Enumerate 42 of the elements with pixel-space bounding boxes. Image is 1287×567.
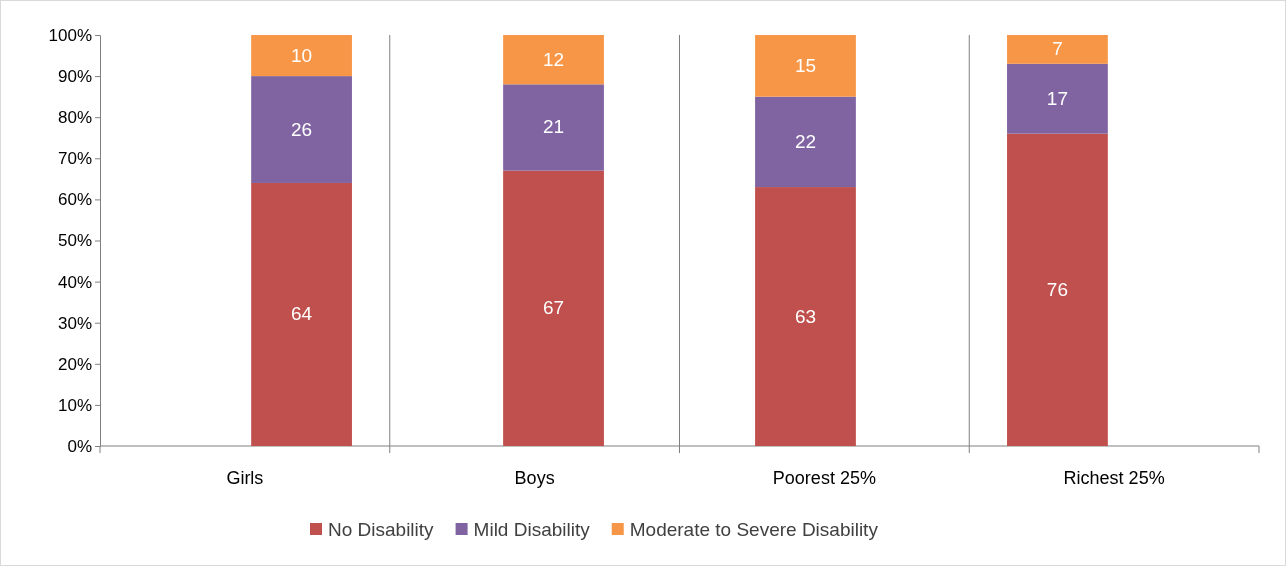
data-label: 63	[794, 305, 817, 327]
y-tick-label: 0%	[67, 436, 92, 456]
data-label: 17	[1046, 87, 1069, 109]
bar	[503, 35, 604, 85]
y-tick-label: 80%	[57, 108, 92, 128]
data-label: 15	[794, 54, 817, 76]
y-tick-label: 50%	[57, 231, 92, 251]
y-tick-label: 20%	[57, 354, 92, 374]
data-label: 64	[290, 303, 313, 325]
legend-label: Mild Disability	[473, 519, 591, 540]
x-tick-label: Boys	[514, 468, 555, 488]
y-tick-label: 70%	[57, 149, 92, 169]
y-tick-label: 100%	[48, 25, 92, 45]
y-tick-label: 60%	[57, 190, 92, 210]
data-label: 26	[290, 118, 313, 140]
x-tick-label: Girls	[226, 468, 264, 488]
bar	[503, 84, 604, 171]
data-label: 10	[290, 44, 313, 66]
bar	[251, 76, 352, 183]
bar	[251, 182, 352, 446]
data-label: 67	[542, 297, 565, 319]
y-tick-label: 40%	[57, 272, 92, 292]
x-tick-label: Richest 25%	[1063, 468, 1165, 488]
data-label: 12	[542, 48, 565, 70]
bar	[251, 35, 352, 77]
bar	[1007, 63, 1108, 134]
data-label: 21	[542, 116, 565, 138]
data-label: 22	[794, 130, 817, 152]
legend-label: Moderate to Severe Disability	[629, 519, 879, 540]
y-tick-label: 30%	[57, 313, 92, 333]
data-label: 7	[1052, 38, 1063, 60]
bar	[755, 35, 856, 97]
bar	[755, 187, 856, 446]
data-label: 76	[1046, 278, 1069, 300]
bar	[1007, 35, 1108, 64]
y-tick-label: 10%	[57, 395, 92, 415]
legend-label: No Disability	[328, 519, 435, 540]
x-tick-label: Poorest 25%	[772, 468, 876, 488]
bar	[503, 170, 604, 446]
y-tick-label: 90%	[57, 67, 92, 87]
bar	[755, 96, 856, 188]
bar	[1007, 133, 1108, 446]
